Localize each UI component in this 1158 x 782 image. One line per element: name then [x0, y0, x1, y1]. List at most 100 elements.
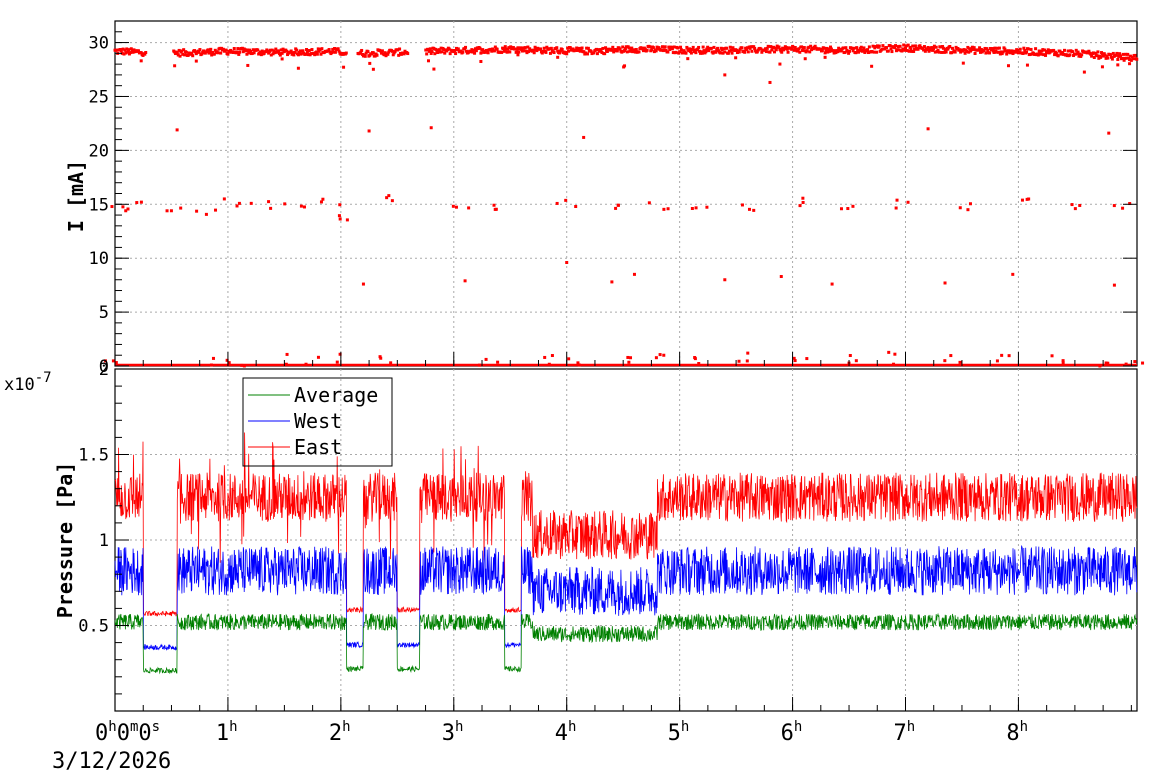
current-point [135, 201, 139, 205]
current-point [390, 49, 394, 53]
current-point [502, 49, 506, 53]
current-point [1096, 50, 1100, 54]
current-point [805, 49, 809, 53]
current-point [139, 51, 143, 55]
exponent-power: -7 [35, 370, 52, 386]
current-point [792, 356, 796, 360]
current-point [139, 200, 143, 204]
current-point [743, 50, 747, 54]
current-point [437, 48, 441, 52]
current-point [820, 48, 824, 52]
current-point [373, 54, 377, 58]
current-point [932, 44, 936, 48]
current-point [839, 207, 843, 211]
current-point [693, 356, 697, 360]
current-point [1082, 70, 1086, 74]
current-point [516, 53, 520, 57]
current-point [523, 46, 527, 50]
current-point [843, 50, 847, 54]
current-point [611, 45, 615, 49]
current-point [685, 45, 689, 49]
current-point [852, 46, 856, 50]
current-point [274, 47, 278, 51]
current-point [387, 194, 391, 198]
current-point [941, 45, 945, 49]
current-point [961, 61, 965, 65]
current-point [998, 52, 1002, 56]
current-point [1093, 51, 1097, 55]
current-point [687, 49, 691, 53]
current-point [279, 48, 283, 52]
current-point [764, 50, 768, 54]
current-point [501, 47, 505, 51]
current-point [245, 52, 249, 56]
current-point [332, 50, 336, 54]
current-point [426, 59, 430, 63]
current-point [483, 50, 487, 54]
current-point [801, 200, 805, 204]
current-point [342, 65, 346, 69]
current-point [846, 207, 850, 211]
current-point [958, 360, 962, 364]
current-point [909, 47, 913, 51]
current-point [763, 47, 767, 51]
current-point [926, 45, 930, 49]
current-point [1099, 55, 1103, 59]
current-point [1022, 46, 1026, 50]
current-point [246, 48, 250, 52]
current-point [791, 45, 795, 49]
current-point [666, 50, 670, 54]
current-point [517, 50, 521, 54]
current-point [126, 50, 130, 54]
current-point [866, 48, 870, 52]
current-point [662, 353, 666, 357]
current-point [792, 48, 796, 52]
current-point [1033, 52, 1037, 56]
current-point [847, 51, 851, 55]
current-point [1063, 48, 1067, 52]
current-point [555, 46, 559, 50]
current-point [574, 205, 578, 209]
current-point [1117, 54, 1121, 58]
current-point [603, 52, 607, 56]
current-point [668, 47, 672, 51]
current-point [532, 51, 536, 55]
current-point [273, 51, 277, 55]
current-point [337, 214, 341, 218]
current-point [678, 50, 682, 54]
current-point [345, 218, 349, 222]
current-point [903, 48, 907, 52]
current-point [231, 51, 235, 55]
current-point [985, 47, 989, 51]
current-point [908, 45, 912, 49]
current-point [438, 50, 442, 54]
current-point [808, 50, 812, 54]
current-point [479, 51, 483, 55]
current-point [1128, 202, 1132, 206]
current-point [645, 48, 649, 52]
current-point [749, 45, 753, 49]
current-point [463, 279, 467, 283]
current-point [237, 201, 241, 205]
current-point [643, 47, 647, 51]
current-point [616, 203, 620, 207]
current-point [684, 51, 688, 55]
current-point [660, 45, 664, 49]
current-point [679, 48, 683, 52]
current-point [246, 63, 250, 67]
current-point [939, 45, 943, 49]
current-point [634, 47, 638, 51]
current-point [657, 46, 661, 50]
current-point [330, 51, 334, 55]
current-point [893, 46, 897, 50]
current-point [746, 50, 750, 54]
current-point [968, 47, 972, 51]
current-point [874, 45, 878, 49]
current-point [492, 203, 496, 207]
current-point [604, 46, 608, 50]
current-point [368, 61, 372, 65]
current-point [1128, 58, 1132, 62]
current-point [454, 205, 458, 209]
current-point [857, 49, 861, 53]
current-point [670, 47, 674, 51]
